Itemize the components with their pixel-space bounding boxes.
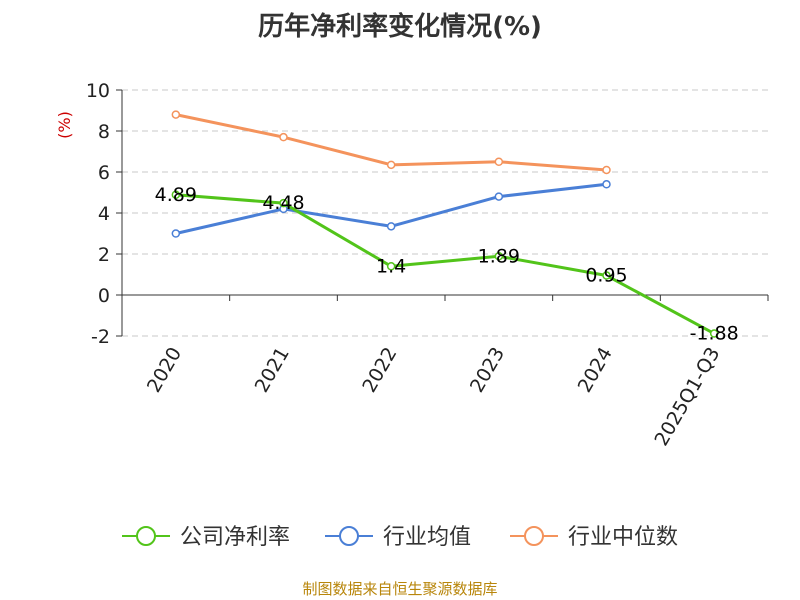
axis-layer: -2 0 2 4 6 8 10 2020 2021 2022 2023 2024 2025Q1-Q3 bbox=[86, 80, 769, 450]
data-point bbox=[709, 329, 719, 338]
legend-label: 公司净利率 bbox=[180, 525, 290, 550]
legend-marker bbox=[339, 526, 359, 546]
y-tick-label: 10 bbox=[86, 80, 110, 102]
y-tick-label: 8 bbox=[98, 121, 110, 143]
data-label: 4.48 bbox=[262, 192, 304, 214]
data-point bbox=[171, 110, 181, 119]
data-label: 4.89 bbox=[155, 184, 197, 206]
data-point bbox=[494, 157, 504, 166]
legend: 公司净利率 行业均值 行业中位数 bbox=[122, 525, 678, 550]
data-point bbox=[602, 271, 611, 280]
y-tick-label: 2 bbox=[98, 244, 110, 266]
data-point bbox=[386, 160, 396, 170]
data-label-layer: 4.89 4.48 1.4 1.89 0.95 -1.88 bbox=[155, 184, 739, 345]
y-tick-label: 4 bbox=[98, 203, 110, 225]
data-point bbox=[279, 198, 288, 208]
data-point bbox=[494, 252, 504, 261]
x-tick-label: 2025Q1-Q3 bbox=[650, 344, 724, 450]
x-tick-label: 2022 bbox=[358, 344, 401, 397]
data-point bbox=[602, 165, 611, 175]
x-tick-label: 2020 bbox=[143, 344, 186, 397]
data-label: 0.95 bbox=[585, 265, 627, 287]
legend-marker bbox=[524, 526, 544, 546]
series-layer bbox=[171, 110, 719, 338]
x-tick-label: 2021 bbox=[251, 344, 294, 397]
y-tick-label: -2 bbox=[91, 326, 110, 348]
data-label: 1.4 bbox=[376, 255, 406, 277]
data-point bbox=[494, 192, 504, 201]
data-label: -1.88 bbox=[690, 323, 739, 345]
data-point bbox=[602, 180, 611, 189]
data-point bbox=[386, 222, 396, 231]
chart-title: 历年净利率变化情况(%) bbox=[258, 12, 542, 42]
y-tick-label: 0 bbox=[98, 285, 110, 307]
legend-marker bbox=[136, 526, 156, 546]
legend-label: 行业均值 bbox=[383, 525, 471, 550]
data-point bbox=[386, 262, 396, 271]
data-point bbox=[171, 190, 181, 200]
y-axis-label: (%) bbox=[55, 111, 74, 139]
data-point bbox=[279, 132, 288, 142]
data-source-note: 制图数据来自恒生聚源数据库 bbox=[302, 580, 498, 598]
data-point bbox=[171, 229, 181, 238]
x-tick-label: 2024 bbox=[574, 344, 617, 397]
data-label: 1.89 bbox=[478, 245, 520, 267]
x-tick-label: 2023 bbox=[466, 344, 509, 397]
legend-label: 行业中位数 bbox=[568, 525, 678, 550]
y-tick-label: 6 bbox=[98, 162, 110, 184]
series-line bbox=[175, 193, 715, 335]
